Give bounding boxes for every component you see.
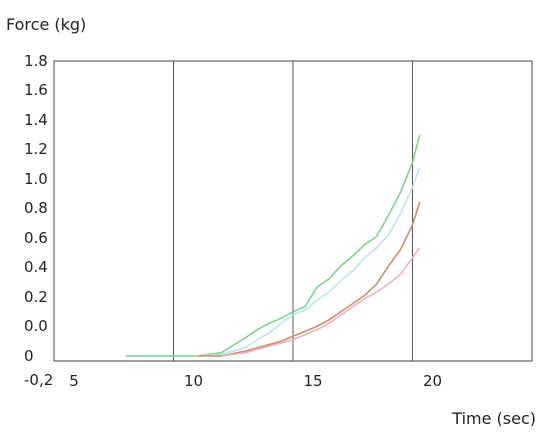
x-tick-label: 20 (423, 372, 442, 390)
vertical-gridlines (173, 61, 413, 361)
y-tick-labels: -0,2 0 0.0 0.2 0.4 0.6 0.8 1.0 1.2 1.4 1.6 1.8 (24, 52, 53, 389)
x-tick-labels: 510152025 (69, 372, 543, 390)
series-line-1 (125, 134, 421, 357)
y-tick-label: 1.8 (24, 52, 48, 70)
series-line-3 (197, 201, 421, 357)
y-tick-label: 1.0 (24, 170, 48, 188)
y-tick-label: 0 (24, 347, 34, 365)
x-tick-label: 5 (69, 372, 79, 390)
y-tick-label: 0.0 (24, 317, 48, 335)
x-tick-label: 10 (184, 372, 203, 390)
x-axis-label: Time (sec) (451, 409, 536, 428)
series-lines (125, 134, 421, 357)
y-tick-label: 1.4 (24, 111, 48, 129)
y-tick-label: 0.8 (24, 199, 48, 217)
series-line-4 (221, 247, 421, 357)
y-tick-label: -0,2 (24, 371, 53, 389)
x-tick-label: 15 (303, 372, 322, 390)
y-tick-label: 0.6 (24, 229, 48, 247)
y-tick-label: 1.6 (24, 81, 48, 99)
y-axis-label: Force (kg) (6, 15, 86, 34)
series-line-2 (197, 167, 421, 357)
y-tick-label: 1.2 (24, 140, 48, 158)
y-tick-label: 0.2 (24, 288, 48, 306)
y-tick-label: 0.4 (24, 258, 48, 276)
